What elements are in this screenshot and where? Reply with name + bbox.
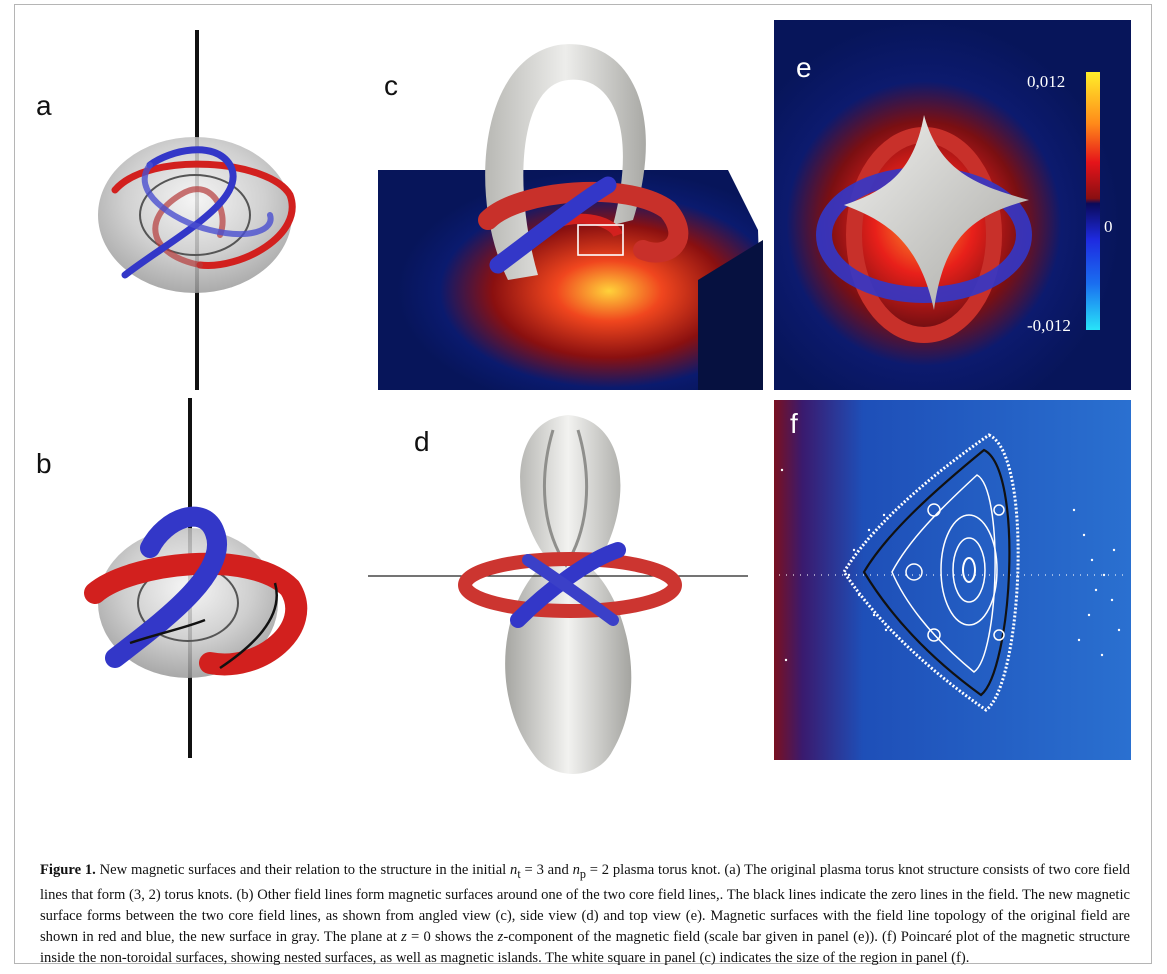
panel-c-angled-view xyxy=(368,20,763,390)
panel-d-side-view xyxy=(368,400,763,780)
panel-b: b xyxy=(20,398,360,768)
colorbar-min-label: -0,012 xyxy=(1027,316,1071,336)
panel-b-knot-illustration xyxy=(20,398,360,768)
panel-c: c xyxy=(368,20,763,390)
figure-label: Figure 1. xyxy=(40,862,96,878)
panel-f-poincare-plot xyxy=(774,400,1131,760)
panel-label-f: f xyxy=(790,410,798,438)
panel-label-e: e xyxy=(796,54,812,82)
colorbar xyxy=(1086,72,1100,330)
panel-a: a xyxy=(20,20,360,390)
caption-text-1: New magnetic surfaces and their relation… xyxy=(96,862,510,878)
panel-d: d xyxy=(368,400,763,780)
panel-a-knot-illustration xyxy=(20,20,360,390)
panel-f: f xyxy=(774,400,1131,760)
colorbar-max-label: 0,012 xyxy=(1027,72,1065,92)
caption-var-np: n xyxy=(573,862,580,878)
figure-caption: Figure 1. New magnetic surfaces and thei… xyxy=(40,860,1130,969)
panel-e-top-view xyxy=(774,20,1131,390)
panel-e: e 0,012 0 -0,012 xyxy=(774,20,1131,390)
colorbar-mid-label: 0 xyxy=(1104,217,1113,237)
caption-text-eq1: = 3 and xyxy=(521,862,573,878)
caption-text-3: = 0 shows the xyxy=(407,929,498,945)
